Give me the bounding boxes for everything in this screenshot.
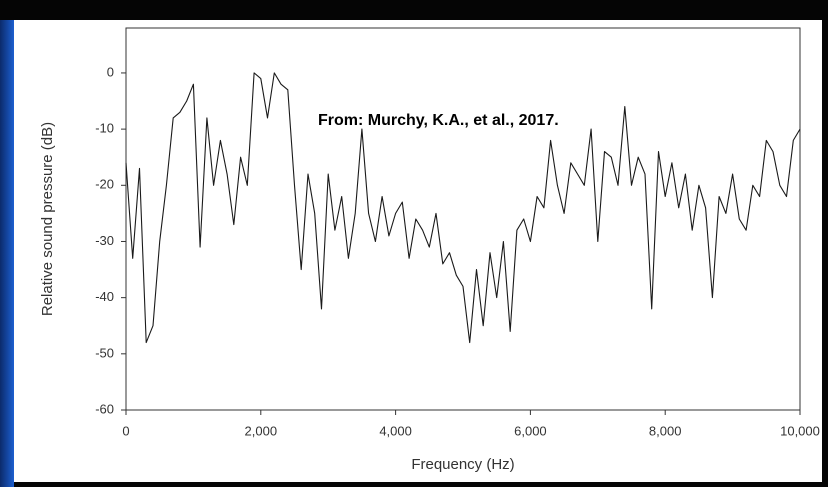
y-tick-label: -30 xyxy=(95,233,114,248)
y-tick-label: 0 xyxy=(107,64,114,79)
y-tick-label: -50 xyxy=(95,345,114,360)
x-tick-label: 0 xyxy=(122,423,129,438)
y-tick-label: -20 xyxy=(95,177,114,192)
y-tick-label: -10 xyxy=(95,121,114,136)
annotation: From: Murchy, K.A., et al., 2017. xyxy=(318,112,559,129)
panel xyxy=(14,20,822,482)
x-axis-label: Frequency (Hz) xyxy=(411,456,514,473)
y-tick-label: -40 xyxy=(95,289,114,304)
x-tick-label: 8,000 xyxy=(649,423,682,438)
plot-frame xyxy=(125,27,801,411)
line-series xyxy=(125,72,801,344)
y-tick-label: -60 xyxy=(95,401,114,416)
edge xyxy=(0,20,14,487)
y-axis-label: Relative sound pressure (dB) xyxy=(39,122,56,316)
x-tick-label: 4,000 xyxy=(379,423,412,438)
x-tick-label: 6,000 xyxy=(514,423,547,438)
x-tick-label: 2,000 xyxy=(245,423,278,438)
x-tick-label: 10,000 xyxy=(780,423,820,438)
